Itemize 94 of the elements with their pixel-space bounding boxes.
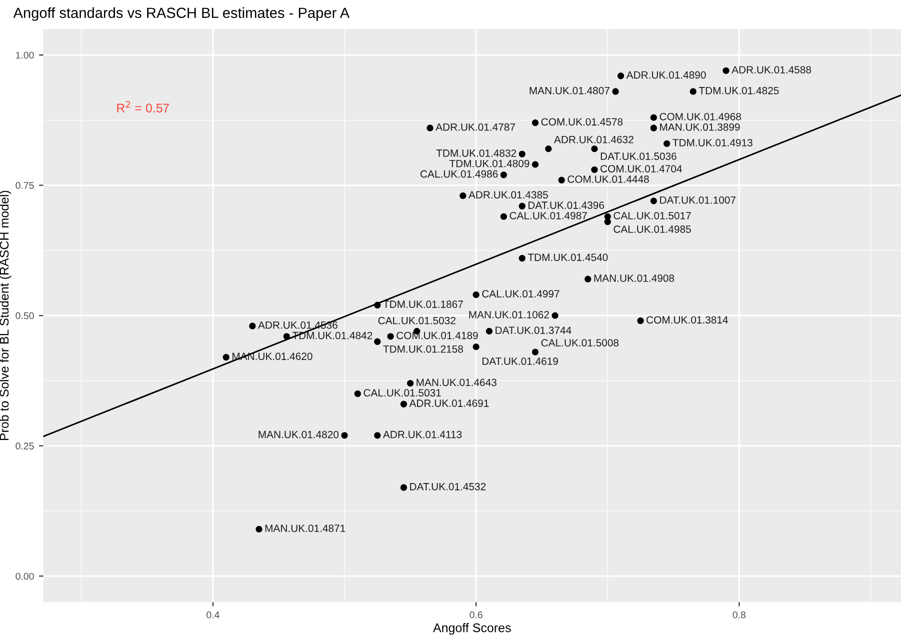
point	[406, 380, 414, 387]
point	[722, 67, 730, 74]
data-label: TDM.UK.01.4913	[672, 139, 752, 146]
point	[374, 432, 381, 439]
point	[518, 254, 526, 262]
data-label: TDM.UK.01.4540	[528, 254, 608, 262]
point	[591, 145, 598, 152]
point	[341, 432, 348, 439]
data-label: MAN.UK.01.3899	[660, 123, 740, 131]
data-label: ADR.UK.01.4691	[409, 400, 489, 407]
point	[591, 166, 598, 173]
point	[374, 302, 381, 308]
data-label: MAN.UK.01.4908	[594, 274, 674, 282]
data-label: COM.UK.01.4578	[541, 118, 623, 126]
y-tick-label: 1.00	[16, 52, 34, 59]
data-label: CAL.UK.01.5008	[541, 339, 619, 346]
point	[604, 218, 611, 226]
data-label: DAT.UK.01.3744	[496, 326, 572, 334]
data-label: ADR.UK.01.4588	[732, 66, 812, 74]
data-label: DAT.UK.01.1007	[660, 196, 736, 204]
point	[426, 124, 434, 132]
y-tick-label: 0.00	[16, 572, 34, 580]
point	[500, 172, 508, 178]
point	[650, 198, 658, 204]
point	[518, 150, 526, 158]
data-label: MAN.UK.01.4820	[258, 430, 339, 438]
point	[354, 390, 361, 398]
data-label: MAN.UK.01.1062	[469, 310, 549, 318]
data-label: TDM.UK.01.1867	[383, 300, 463, 308]
point	[532, 348, 539, 356]
data-label: ADR.UK.01.4385	[468, 191, 548, 199]
data-label: ADR.UK.01.4632	[554, 136, 634, 144]
point	[387, 333, 394, 340]
data-label: MAN.UK.01.4807	[530, 86, 610, 94]
data-label: COM.UK.01.4189	[396, 332, 478, 340]
data-label: ADR.UK.01.4787	[436, 123, 515, 131]
data-label: CAL.UK.01.4997	[482, 290, 560, 298]
point	[400, 400, 408, 408]
point	[283, 333, 290, 340]
point	[256, 526, 262, 533]
data-label: CAL.UK.01.4986	[420, 170, 498, 178]
data-label: COM.UK.01.3814	[646, 316, 728, 324]
point	[374, 338, 381, 345]
point	[460, 192, 466, 200]
point	[500, 213, 508, 220]
data-label: TDM.UK.01.4809	[449, 160, 530, 168]
point	[249, 322, 256, 330]
point	[518, 202, 526, 210]
x-axis-title: Angoff Scores	[433, 623, 511, 635]
point	[532, 119, 539, 126]
point	[472, 291, 480, 298]
point	[612, 88, 619, 95]
point	[400, 484, 408, 491]
x-tick-label: 0.4	[206, 611, 220, 618]
data-label: TDM.UK.01.4825	[698, 86, 779, 94]
data-label: TDM.UK.01.4832	[436, 149, 516, 157]
chart-title: Angoff standards vs RASCH BL estimates - Paper A	[13, 7, 350, 21]
x-tick-label: 0.8	[732, 611, 746, 618]
point	[558, 176, 565, 184]
data-label: ADR.UK.01.4890	[626, 71, 706, 79]
y-tick-label: 0.25	[16, 442, 34, 450]
data-label: TDM.UK.01.2158	[383, 345, 463, 353]
point	[486, 328, 493, 335]
point	[222, 354, 230, 361]
point	[663, 140, 670, 147]
data-label: DAT.UK.01.5036	[600, 152, 676, 160]
data-label: MAN.UK.01.4871	[265, 524, 346, 532]
point	[552, 312, 558, 319]
y-tick-label: 0.50	[16, 312, 34, 320]
point	[472, 343, 480, 350]
data-label: CAL.UK.01.5017	[614, 212, 691, 220]
data-label: DAT.UK.01.4532	[410, 482, 486, 490]
point	[532, 161, 539, 168]
point	[690, 88, 696, 95]
point	[650, 124, 658, 132]
data-label: COM.UK.01.4968	[660, 112, 741, 120]
point	[617, 72, 624, 80]
y-tick-label: 0.75	[16, 182, 34, 189]
data-label: DAT.UK.01.4619	[482, 358, 558, 365]
annotation: R$^{2}$ = 0.57	[117, 101, 169, 112]
data-label: CAL.UK.01.4985	[614, 226, 691, 233]
point	[637, 317, 644, 324]
data-label: COM.UK.01.4704	[600, 165, 682, 172]
point	[650, 114, 658, 121]
data-label: CAL.UK.01.4987	[510, 212, 587, 220]
point	[584, 276, 592, 282]
data-label: MAN.UK.01.4643	[416, 378, 496, 386]
data-label: DAT.UK.01.4396	[528, 202, 604, 209]
x-tick-label: 0.6	[470, 611, 482, 618]
point	[545, 145, 552, 152]
data-label: ADR.UK.01.4113	[382, 430, 462, 438]
data-label: CAL.UK.01.5032	[378, 316, 456, 324]
data-label: COM.UK.01.4448	[568, 176, 649, 183]
data-label: CAL.UK.01.5031	[364, 389, 441, 397]
